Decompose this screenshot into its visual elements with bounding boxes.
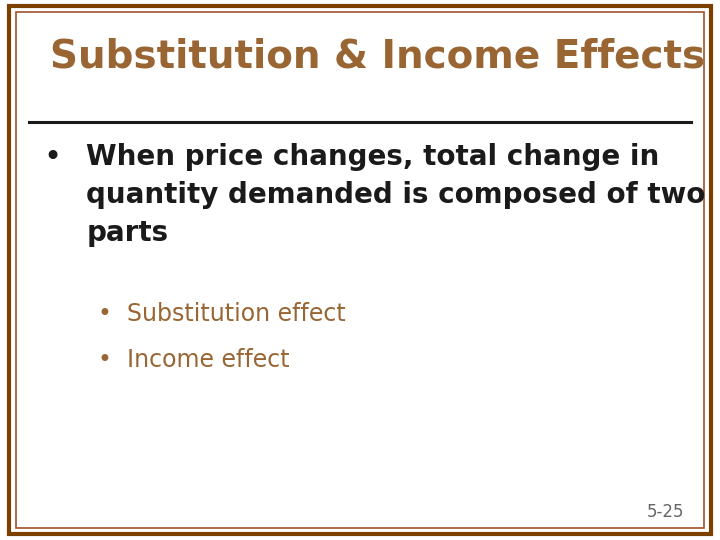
Text: Substitution effect: Substitution effect xyxy=(127,302,346,326)
Text: •: • xyxy=(97,302,111,326)
Text: When price changes, total change in
quantity demanded is composed of two
parts: When price changes, total change in quan… xyxy=(86,143,706,247)
Text: •: • xyxy=(97,348,111,372)
Text: •: • xyxy=(43,143,61,172)
Text: Income effect: Income effect xyxy=(127,348,290,372)
Text: Substitution & Income Effects: Substitution & Income Effects xyxy=(50,38,706,76)
Text: 5-25: 5-25 xyxy=(647,503,684,521)
